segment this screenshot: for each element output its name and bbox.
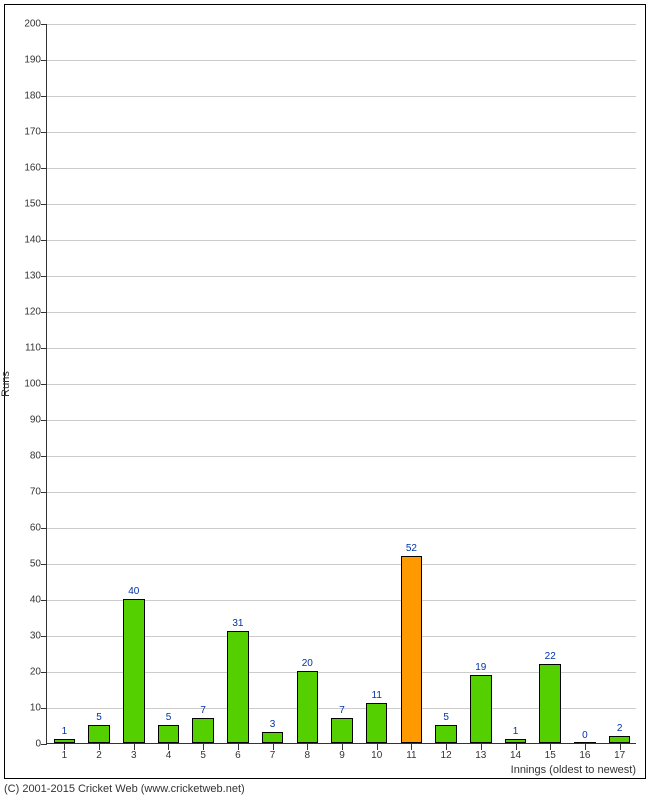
gridline	[47, 384, 636, 385]
bar	[505, 739, 527, 743]
bar-value-label: 5	[96, 712, 102, 723]
y-tick-label: 80	[30, 451, 47, 462]
bar-value-label: 3	[270, 719, 276, 730]
bar-value-label: 7	[339, 705, 345, 716]
x-tick-label: 16	[579, 750, 590, 761]
x-axis-title: Innings (oldest to newest)	[511, 764, 636, 776]
bar-value-label: 52	[406, 543, 417, 554]
y-tick-label: 190	[24, 55, 47, 66]
bar-value-label: 31	[232, 618, 243, 629]
bar	[227, 631, 249, 743]
y-axis-title: Runs	[0, 371, 12, 397]
gridline	[47, 456, 636, 457]
bar	[88, 725, 110, 743]
x-tick-label: 5	[200, 750, 206, 761]
x-tick-label: 13	[475, 750, 486, 761]
bar-value-label: 5	[166, 712, 172, 723]
y-tick-label: 200	[24, 19, 47, 30]
gridline	[47, 168, 636, 169]
copyright-text: (C) 2001-2015 Cricket Web (www.cricketwe…	[4, 783, 245, 795]
y-tick-label: 160	[24, 163, 47, 174]
y-tick-label: 150	[24, 199, 47, 210]
bar	[366, 703, 388, 743]
gridline	[47, 24, 636, 25]
gridline	[47, 204, 636, 205]
bar	[435, 725, 457, 743]
gridline	[47, 492, 636, 493]
bar-value-label: 11	[372, 690, 382, 701]
gridline	[47, 60, 636, 61]
bar	[158, 725, 180, 743]
y-tick-label: 20	[30, 667, 47, 678]
x-tick-label: 14	[510, 750, 521, 761]
x-tick-label: 4	[166, 750, 172, 761]
bar	[609, 736, 631, 743]
x-tick-label: 8	[305, 750, 311, 761]
y-tick-label: 130	[24, 271, 47, 282]
bar-value-label: 2	[617, 723, 623, 734]
bar-value-label: 40	[128, 586, 139, 597]
bar	[470, 675, 492, 743]
x-tick-label: 7	[270, 750, 276, 761]
x-tick-label: 17	[614, 750, 625, 761]
bar	[262, 732, 284, 743]
x-tick-label: 12	[441, 750, 452, 761]
gridline	[47, 240, 636, 241]
bar	[192, 718, 214, 743]
page: 0102030405060708090100110120130140150160…	[0, 0, 650, 800]
gridline	[47, 528, 636, 529]
x-tick-label: 11	[406, 750, 416, 761]
bar-value-label: 22	[545, 651, 556, 662]
bar-value-label: 19	[475, 662, 486, 673]
bar	[574, 742, 596, 743]
x-tick-label: 6	[235, 750, 241, 761]
gridline	[47, 96, 636, 97]
y-tick-label: 140	[24, 235, 47, 246]
y-tick-label: 50	[30, 559, 47, 570]
gridline	[47, 564, 636, 565]
x-tick-label: 10	[371, 750, 382, 761]
bar-value-label: 5	[443, 712, 449, 723]
gridline	[47, 420, 636, 421]
gridline	[47, 312, 636, 313]
gridline	[47, 132, 636, 133]
bar-value-label: 1	[513, 726, 519, 737]
x-tick-label: 1	[62, 750, 68, 761]
bar	[54, 739, 76, 743]
y-tick-label: 180	[24, 91, 47, 102]
y-tick-label: 120	[24, 307, 47, 318]
bar	[297, 671, 319, 743]
bar-value-label: 20	[302, 658, 313, 669]
bar	[331, 718, 353, 743]
y-tick-label: 60	[30, 523, 47, 534]
y-tick-label: 110	[25, 343, 47, 354]
y-tick-label: 0	[35, 739, 47, 750]
y-tick-label: 30	[30, 631, 47, 642]
y-tick-label: 70	[30, 487, 47, 498]
bar-value-label: 7	[200, 705, 206, 716]
x-tick-label: 2	[96, 750, 102, 761]
x-tick-label: 15	[545, 750, 556, 761]
gridline	[47, 348, 636, 349]
y-tick-label: 100	[24, 379, 47, 390]
y-tick-label: 90	[30, 415, 47, 426]
y-tick-label: 40	[30, 595, 47, 606]
bar-value-label: 0	[582, 730, 588, 741]
bar	[123, 599, 145, 743]
plot-area: 0102030405060708090100110120130140150160…	[46, 24, 636, 744]
gridline	[47, 276, 636, 277]
y-tick-label: 10	[30, 703, 47, 714]
bar	[401, 556, 423, 743]
bar	[539, 664, 561, 743]
x-tick-label: 9	[339, 750, 345, 761]
y-tick-label: 170	[24, 127, 47, 138]
bar-value-label: 1	[62, 726, 68, 737]
x-tick-label: 3	[131, 750, 137, 761]
